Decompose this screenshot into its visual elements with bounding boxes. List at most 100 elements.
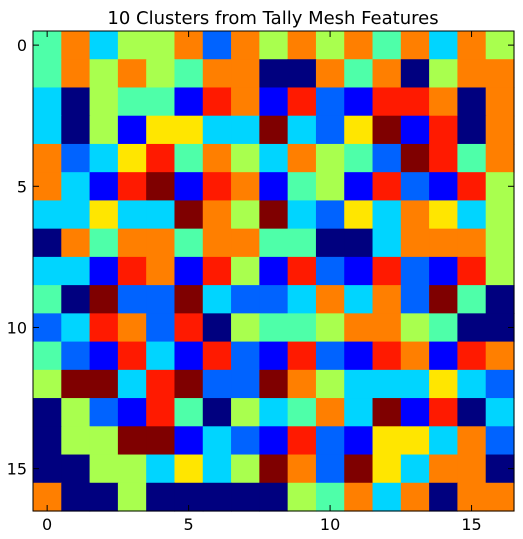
heatmap-cell-r12-c10	[315, 369, 345, 399]
heatmap-cell-r16-c2	[89, 482, 119, 512]
heatmap-cell-r5-c2	[89, 172, 119, 202]
heatmap-cell-r4-c5	[174, 143, 204, 173]
heatmap-cell-r2-c9	[287, 87, 317, 117]
heatmap-cell-r9-c15	[457, 285, 487, 314]
heatmap-cell-r9-c5	[174, 285, 204, 314]
heatmap-cell-r8-c13	[400, 256, 430, 286]
heatmap-cell-r11-c15	[457, 341, 487, 371]
heatmap-cell-r3-c11	[344, 115, 374, 145]
heatmap-cell-r13-c3	[117, 398, 147, 427]
heatmap-cell-r3-c13	[400, 115, 430, 145]
heatmap-cell-r8-c12	[372, 256, 402, 286]
heatmap-cell-r13-c10	[315, 398, 345, 427]
heatmap-cell-r4-c3	[117, 143, 147, 173]
heatmap-cell-r10-c1	[61, 313, 91, 343]
y-tick-label-15: 15	[7, 460, 27, 479]
heatmap-cell-r15-c3	[117, 454, 147, 484]
heatmap-cell-r7-c4	[146, 228, 176, 258]
heatmap-cell-r12-c15	[457, 369, 487, 399]
heatmap-cell-r11-c3	[117, 341, 147, 371]
heatmap-cell-r11-c0	[33, 341, 62, 371]
heatmap-cell-r7-c9	[287, 228, 317, 258]
heatmap-cell-r6-c4	[146, 200, 176, 230]
heatmap-cell-r10-c12	[372, 313, 402, 343]
heatmap-cell-r7-c15	[457, 228, 487, 258]
heatmap-cell-r6-c10	[315, 200, 345, 230]
y-tick-label-5: 5	[17, 177, 27, 196]
heatmap-cell-r2-c2	[89, 87, 119, 117]
heatmap-cell-r1-c16	[485, 59, 515, 89]
heatmap-cell-r3-c15	[457, 115, 487, 145]
heatmap-cell-r7-c10	[315, 228, 345, 258]
heatmap-cell-r8-c10	[315, 256, 345, 286]
heatmap-cell-r3-c7	[231, 115, 260, 145]
heatmap-cell-r4-c10	[315, 143, 345, 173]
heatmap-cell-r11-c10	[315, 341, 345, 371]
heatmap-cell-r9-c16	[485, 285, 515, 314]
heatmap-cell-r2-c10	[315, 87, 345, 117]
heatmap-cell-r11-c1	[61, 341, 91, 371]
heatmap-cell-r8-c0	[33, 256, 62, 286]
heatmap-cell-r12-c6	[202, 369, 232, 399]
heatmap-cell-r6-c16	[485, 200, 515, 230]
heatmap-cell-r13-c13	[400, 398, 430, 427]
heatmap-cell-r15-c8	[259, 454, 289, 484]
heatmap-cell-r12-c3	[117, 369, 147, 399]
heatmap-cell-r7-c16	[485, 228, 515, 258]
heatmap-cell-r14-c2	[89, 426, 119, 456]
heatmap-cell-r10-c4	[146, 313, 176, 343]
heatmap-cell-r11-c11	[344, 341, 374, 371]
heatmap-cell-r9-c12	[372, 285, 402, 314]
heatmap-cell-r7-c0	[33, 228, 62, 258]
heatmap-cell-r12-c5	[174, 369, 204, 399]
heatmap-cell-r3-c4	[146, 115, 176, 145]
heatmap-cell-r1-c7	[231, 59, 260, 89]
heatmap-cell-r14-c11	[344, 426, 374, 456]
heatmap-cell-r13-c7	[231, 398, 260, 427]
heatmap-cell-r16-c3	[117, 482, 147, 512]
heatmap-cell-r1-c11	[344, 59, 374, 89]
heatmap-cell-r11-c8	[259, 341, 289, 371]
heatmap-cell-r12-c11	[344, 369, 374, 399]
heatmap-cell-r15-c14	[429, 454, 459, 484]
heatmap-cell-r14-c14	[429, 426, 459, 456]
heatmap-cell-r7-c1	[61, 228, 91, 258]
heatmap-cell-r8-c3	[117, 256, 147, 286]
heatmap-cell-r1-c4	[146, 59, 176, 89]
heatmap-cell-r10-c5	[174, 313, 204, 343]
heatmap-cell-r0-c11	[344, 31, 374, 60]
heatmap-cell-r5-c11	[344, 172, 374, 202]
heatmap-cell-r16-c14	[429, 482, 459, 512]
heatmap-cell-r6-c3	[117, 200, 147, 230]
heatmap-cell-r14-c12	[372, 426, 402, 456]
heatmap-cell-r13-c16	[485, 398, 515, 427]
heatmap-cell-r5-c7	[231, 172, 260, 202]
heatmap-cell-r5-c4	[146, 172, 176, 202]
heatmap-cell-r6-c6	[202, 200, 232, 230]
heatmap-cell-r6-c8	[259, 200, 289, 230]
heatmap-cell-r13-c8	[259, 398, 289, 427]
heatmap-cell-r3-c5	[174, 115, 204, 145]
heatmap-cell-r11-c13	[400, 341, 430, 371]
heatmap-cell-r8-c8	[259, 256, 289, 286]
heatmap-cell-r0-c7	[231, 31, 260, 60]
heatmap-cell-r3-c16	[485, 115, 515, 145]
heatmap-cell-r5-c13	[400, 172, 430, 202]
heatmap-cell-r4-c14	[429, 143, 459, 173]
heatmap-cell-r7-c12	[372, 228, 402, 258]
heatmap-cell-r6-c5	[174, 200, 204, 230]
heatmap-cell-r8-c7	[231, 256, 260, 286]
heatmap-cell-r12-c0	[33, 369, 62, 399]
heatmap-cell-r11-c7	[231, 341, 260, 371]
heatmap-cell-r4-c7	[231, 143, 260, 173]
heatmap-cell-r1-c2	[89, 59, 119, 89]
heatmap-cell-r6-c13	[400, 200, 430, 230]
heatmap-cell-r5-c3	[117, 172, 147, 202]
heatmap-cell-r14-c3	[117, 426, 147, 456]
heatmap-cell-r4-c8	[259, 143, 289, 173]
heatmap-cell-r16-c4	[146, 482, 176, 512]
heatmap-cell-r3-c12	[372, 115, 402, 145]
heatmap-cell-r14-c9	[287, 426, 317, 456]
heatmap-cell-r7-c14	[429, 228, 459, 258]
heatmap-cell-r12-c4	[146, 369, 176, 399]
